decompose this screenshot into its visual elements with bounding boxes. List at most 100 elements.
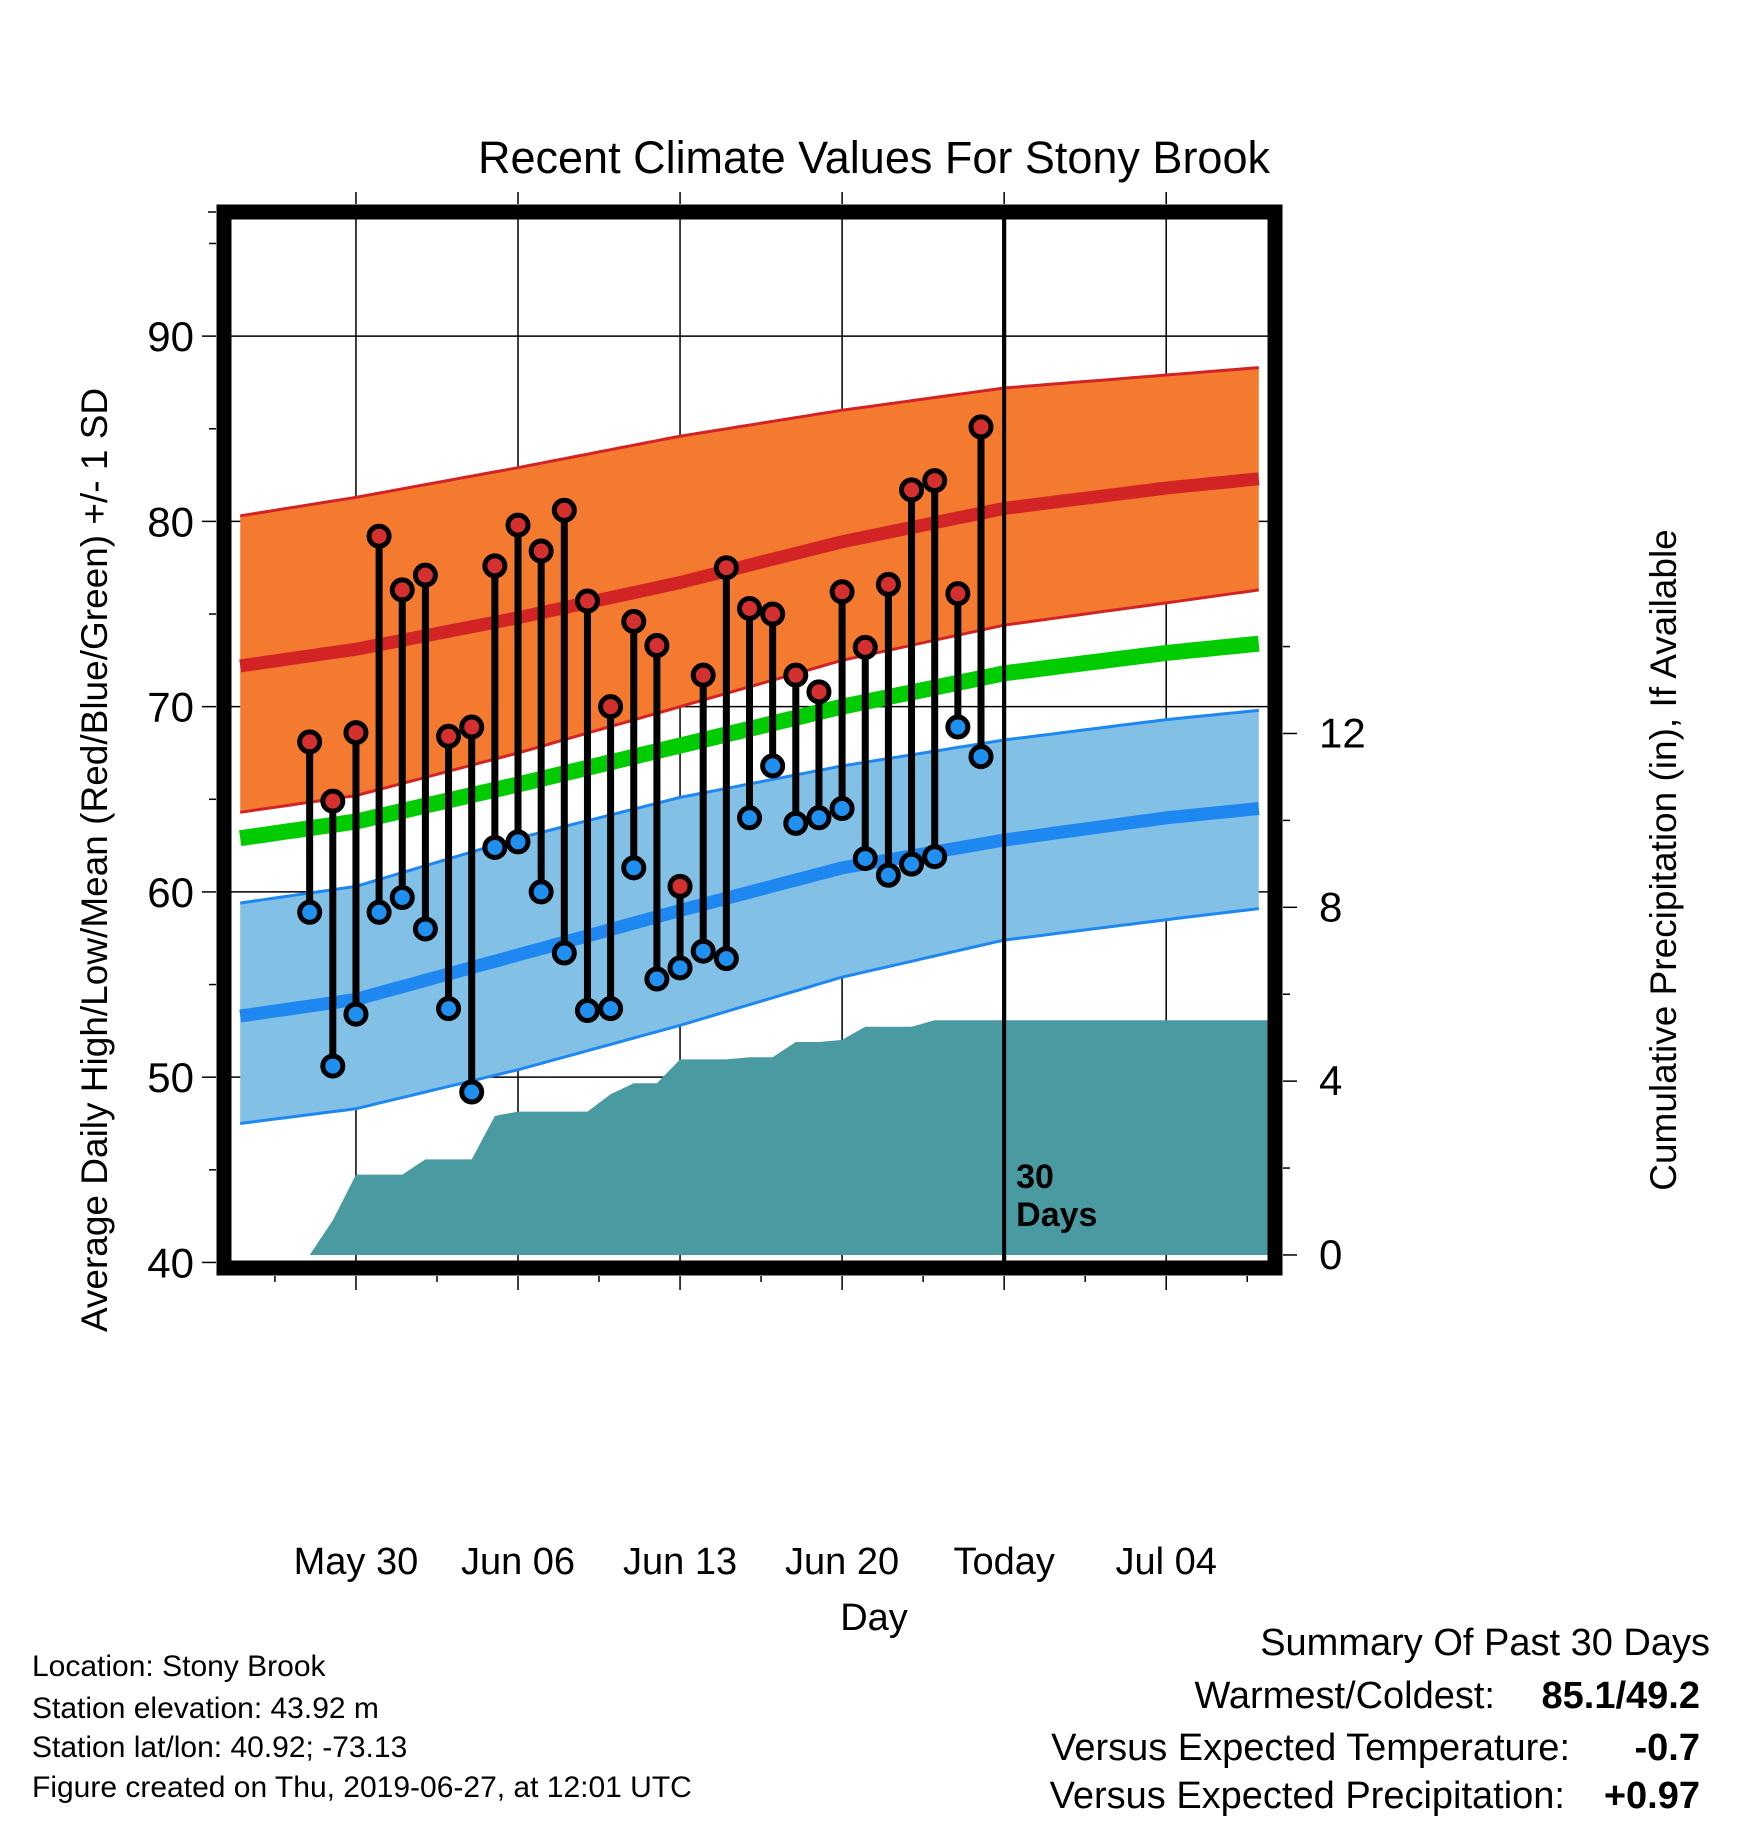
obs-low-dot [551, 940, 577, 966]
obs-low-dot [528, 879, 554, 905]
footer-created: Figure created on Thu, 2019-06-27, at 12… [32, 1771, 692, 1804]
axis-labels: 40 50 60 70 80 90 0 4 8 12 May 30 Jun 06 Jun 13 Jun 2… [147, 313, 1365, 1583]
y-axis-label-left: Average Daily High/Low/Mean (Red/Blue/Gr… [74, 388, 115, 1332]
obs-high-dot [436, 723, 462, 749]
obs-low-dot [737, 805, 762, 831]
obs-low-dot [644, 966, 670, 992]
summary-warm-cold-value: 85.1/49.2 [1542, 1675, 1700, 1717]
obs-low-dot [459, 1079, 485, 1105]
x-axis-label: Day [840, 1597, 908, 1639]
y-tick-label-right: 12 [1319, 709, 1366, 756]
obs-low-dot [436, 996, 462, 1022]
obs-high-dot [574, 588, 600, 614]
high-plus-sd-line [239, 366, 1259, 518]
obs-high-dot [366, 523, 392, 549]
obs-high-dot [551, 497, 577, 523]
obs-high-dot [806, 679, 832, 705]
y-axis-label-right: Cumulative Precipitation (in), If Availa… [1643, 529, 1684, 1191]
y-tick-label-left: 50 [147, 1054, 194, 1101]
obs-high-dot [297, 729, 323, 755]
obs-high-dot [783, 662, 809, 688]
obs-high-dot [412, 562, 438, 588]
obs-high-dot [852, 634, 878, 660]
x-tick-label: Jun 20 [785, 1541, 899, 1583]
x-tick-label: May 30 [294, 1541, 419, 1583]
today-days-label: 30 Days [1016, 1158, 1097, 1234]
obs-high-dot [829, 579, 855, 605]
obs-low-dot [760, 753, 786, 779]
obs-low-dot [621, 855, 647, 881]
low-mean-line [239, 802, 1260, 1023]
y-tick-label-left: 40 [147, 1239, 194, 1286]
obs-high-dot [690, 662, 716, 688]
obs-low-dot [690, 938, 716, 964]
summary-precip-value: +0.97 [1604, 1775, 1700, 1817]
obs-low-dot [852, 846, 878, 872]
x-tick-label: Jun 13 [623, 1541, 737, 1583]
obs-high-dot [459, 714, 485, 740]
obs-low-dot [806, 805, 832, 831]
obs-low-dot [713, 946, 739, 972]
obs-low-dot [412, 916, 438, 942]
obs-high-dot [899, 477, 925, 503]
precip-fill [309, 1020, 1269, 1255]
obs-low-dot [829, 796, 855, 822]
obs-high-dot [737, 595, 762, 621]
y-tick-label-left: 90 [147, 313, 194, 360]
obs-low-dot [968, 744, 994, 770]
obs-high-dot [505, 512, 531, 538]
x-tick-label: Jun 06 [461, 1541, 575, 1583]
x-tick-label: Today [953, 1541, 1054, 1583]
obs-high-dot [389, 577, 415, 603]
obs-high-dot [922, 468, 948, 494]
obs-high-dot [875, 571, 901, 597]
obs-high-dot [644, 633, 670, 659]
summary-box: Summary Of Past 30 Days Warmest/Coldest:… [1050, 1622, 1710, 1817]
obs-high-dot [528, 538, 554, 564]
obs-high-dot [598, 694, 624, 720]
obs-low-dot [899, 851, 925, 877]
obs-high-dot [343, 720, 369, 746]
y-tick-label-right: 8 [1319, 883, 1342, 930]
low-minus-sd-line [240, 907, 1259, 1125]
summary-temp-label: Versus Expected Temperature: [1051, 1727, 1570, 1769]
y-tick-label-left: 70 [147, 684, 194, 731]
today-days-line: 30 [1016, 1158, 1054, 1196]
obs-low-dot [574, 997, 600, 1023]
obs-high-dot [713, 555, 739, 581]
obs-low-dot [389, 884, 415, 910]
obs-low-dot [783, 810, 809, 836]
x-tick-label: Jul 04 [1115, 1541, 1216, 1583]
obs-low-dot [366, 899, 392, 925]
y-tick-label-left: 80 [147, 498, 194, 545]
y-tick-label-left: 60 [147, 869, 194, 916]
obs-low-dot [945, 714, 971, 740]
summary-temp-value: -0.7 [1635, 1727, 1700, 1769]
obs-high-dot [482, 553, 508, 579]
chart-title: Recent Climate Values For Stony Brook [478, 132, 1271, 183]
plot-frame [216, 204, 1283, 1276]
obs-low-dot [875, 862, 901, 888]
footer-latlon: Station lat/lon: 40.92; -73.13 [32, 1731, 407, 1764]
obs-high-dot [621, 608, 647, 634]
precip-area: 30 Days [309, 212, 1269, 1268]
footer-elevation: Station elevation: 43.92 m [32, 1692, 379, 1725]
obs-high-dot [968, 414, 994, 440]
obs-low-dot [482, 834, 508, 860]
summary-precip-label: Versus Expected Precipitation: [1050, 1775, 1565, 1817]
obs-low-dot [598, 996, 624, 1022]
obs-high-dot [667, 873, 693, 899]
obs-low-dot [320, 1053, 346, 1079]
obs-low-dot [505, 829, 531, 855]
y-tick-label-right: 0 [1319, 1231, 1342, 1278]
observed-temps [297, 414, 994, 1105]
axes [202, 192, 1297, 1290]
obs-low-dot [297, 899, 323, 925]
high-mean-line [239, 472, 1260, 673]
summary-heading: Summary Of Past 30 Days [1260, 1622, 1710, 1664]
today-days-line: Days [1016, 1196, 1097, 1234]
y-tick-label-right: 4 [1319, 1057, 1342, 1104]
obs-high-dot [760, 601, 786, 627]
footer-location: Location: Stony Brook [32, 1650, 327, 1683]
